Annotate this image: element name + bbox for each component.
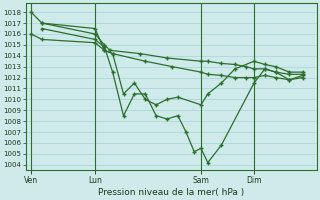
X-axis label: Pression niveau de la mer( hPa ): Pression niveau de la mer( hPa ) xyxy=(98,188,244,197)
